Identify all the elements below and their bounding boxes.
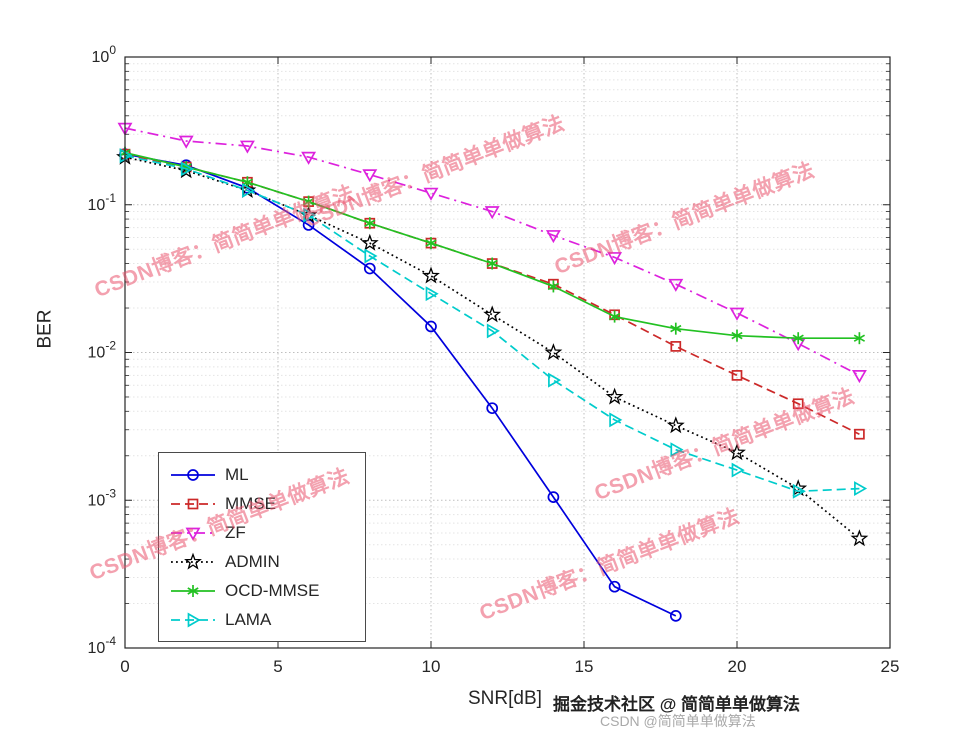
legend: ML MMSE ZF ADMIN OCD-MMSE LAMA — [158, 452, 366, 642]
legend-label: OCD-MMSE — [225, 580, 320, 600]
footer-csdn-credit: CSDN @简简单单做算法 — [600, 713, 756, 729]
legend-item-admin: ADMIN — [169, 547, 359, 576]
svg-text:100: 100 — [92, 43, 117, 66]
svg-text:0: 0 — [120, 657, 129, 676]
legend-item-ml: ML — [169, 460, 359, 489]
legend-marker-star-icon — [171, 552, 215, 570]
legend-label: ML — [225, 464, 249, 484]
svg-text:25: 25 — [881, 657, 900, 676]
legend-marker-square-icon — [171, 498, 215, 509]
legend-marker-triangle-down-icon — [171, 527, 215, 541]
legend-item-zf: ZF — [169, 518, 359, 547]
svg-text:20: 20 — [728, 657, 747, 676]
svg-text:10-2: 10-2 — [88, 339, 117, 362]
x-axis-label: SNR[dB] — [468, 688, 542, 709]
y-axis-label: BER — [34, 309, 56, 349]
minor-gridlines — [125, 63, 890, 605]
legend-label: LAMA — [225, 609, 272, 629]
legend-item-mmse: MMSE — [169, 489, 359, 518]
legend-marker-circle-icon — [171, 468, 215, 481]
svg-text:5: 5 — [273, 657, 282, 676]
legend-marker-triangle-right-icon — [171, 612, 215, 627]
legend-item-lama: LAMA — [169, 605, 359, 634]
legend-label: MMSE — [225, 493, 276, 513]
svg-text:10: 10 — [422, 657, 441, 676]
svg-text:10-4: 10-4 — [88, 634, 117, 657]
footer-juejin-credit: 掘金技术社区 @ 简简单单做算法 — [553, 695, 801, 714]
svg-text:10-3: 10-3 — [88, 486, 117, 509]
x-axis: 0 5 10 15 20 25 — [120, 57, 899, 676]
legend-marker-asterisk-icon — [171, 584, 215, 597]
svg-text:15: 15 — [575, 657, 594, 676]
legend-item-ocd-mmse: OCD-MMSE — [169, 576, 359, 605]
series-lama — [119, 148, 868, 499]
legend-label: ZF — [225, 522, 246, 542]
legend-label: ADMIN — [225, 551, 280, 571]
svg-text:10-1: 10-1 — [88, 191, 117, 214]
